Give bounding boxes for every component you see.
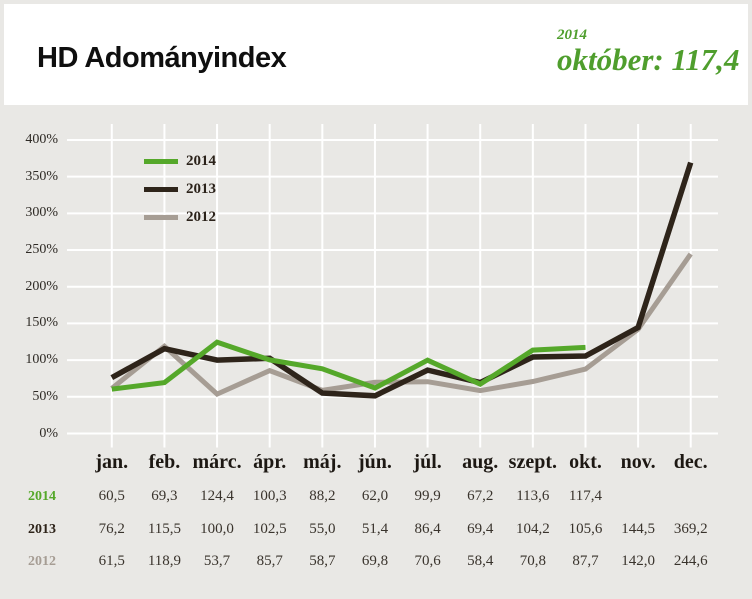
legend-label: 2014 <box>186 152 216 169</box>
table-cell-2014-aug.: 67,2 <box>467 488 494 504</box>
badge-current-value: október: 117,4 <box>557 42 740 77</box>
table-cell-2013-júl.: 86,4 <box>414 521 441 537</box>
table-cell-2013-nov.: 144,5 <box>621 521 655 537</box>
y-axis-tick-label: 400% <box>25 131 58 147</box>
month-label: feb. <box>148 451 181 473</box>
series-line-2014 <box>111 339 586 392</box>
y-axis-tick-label: 150% <box>25 315 58 331</box>
table-cell-2014-máj.: 88,2 <box>309 488 336 504</box>
month-label: okt. <box>569 451 602 473</box>
month-label: dec. <box>673 451 708 473</box>
table-cell-2012-dec.: 244,6 <box>673 553 708 569</box>
y-axis-tick-label: 300% <box>25 205 58 221</box>
month-label: ápr. <box>253 451 287 473</box>
month-label: nov. <box>620 451 656 473</box>
table-cell-2013-jún.: 51,4 <box>361 521 389 537</box>
legend-label: 2013 <box>186 180 216 197</box>
table-cell-2012-ápr.: 85,7 <box>256 553 283 569</box>
legend-swatch <box>144 214 178 220</box>
month-label: máj. <box>303 451 342 473</box>
y-axis-tick-label: 250% <box>25 242 58 258</box>
y-axis-tick-label: 50% <box>32 388 58 404</box>
table-cell-2012-aug.: 58,4 <box>467 553 494 569</box>
month-label: jún. <box>357 451 392 473</box>
table-cell-2013-márc.: 100,0 <box>200 521 234 537</box>
y-axis-tick-label: 0% <box>39 425 58 441</box>
table-cell-2012-jún.: 69,8 <box>361 553 389 569</box>
table-cell-2013-jan.: 76,2 <box>98 521 125 537</box>
table-row-label-2012: 2012 <box>28 554 56 569</box>
table-cell-2014-jan.: 60,5 <box>98 488 125 504</box>
header-panel: HD Adományindex 2014 október: 117,4 <box>4 4 748 105</box>
table-cell-2012-feb.: 118,9 <box>147 553 182 569</box>
table-cell-2012-okt.: 87,7 <box>572 553 599 569</box>
legend-item-2013: 2013 <box>144 175 216 203</box>
page-title: HD Adományindex <box>37 42 287 74</box>
table-cell-2014-okt.: 117,4 <box>568 488 603 504</box>
table-cell-2013-máj.: 55,0 <box>309 521 336 537</box>
table-cell-2012-szept.: 70,8 <box>519 553 546 569</box>
month-label: júl. <box>413 451 442 473</box>
series-line-2013 <box>110 161 694 399</box>
table-row-label-2014: 2014 <box>28 489 56 504</box>
y-axis-tick-label: 350% <box>25 168 58 184</box>
table-cell-2014-ápr.: 100,3 <box>252 488 287 504</box>
table-cell-2012-jan.: 61,5 <box>98 553 125 569</box>
table-cell-2012-márc.: 53,7 <box>203 553 231 569</box>
table-cell-2013-dec.: 369,2 <box>673 521 708 537</box>
table-cell-2013-feb.: 115,5 <box>147 521 182 537</box>
table-row-label-2013: 2013 <box>28 522 56 537</box>
table-cell-2012-máj.: 58,7 <box>309 553 336 569</box>
month-label: aug. <box>462 451 499 473</box>
legend-item-2014: 2014 <box>144 147 216 175</box>
table-cell-2013-ápr.: 102,5 <box>252 521 287 537</box>
table-cell-2014-szept.: 113,6 <box>516 488 550 504</box>
chart-legend: 2014 2013 2012 <box>144 147 216 231</box>
index-badge: 2014 október: 117,4 <box>557 27 740 77</box>
table-cell-2014-júl.: 99,9 <box>414 488 441 504</box>
table-cell-2014-feb.: 69,3 <box>151 488 178 504</box>
table-cell-2012-júl.: 70,6 <box>414 553 441 569</box>
legend-swatch <box>144 158 178 164</box>
legend-swatch <box>144 186 178 192</box>
table-cell-2013-aug.: 69,4 <box>467 521 494 537</box>
table-cell-2013-okt.: 105,6 <box>568 521 603 537</box>
table-cell-2013-szept.: 104,2 <box>515 521 550 537</box>
legend-item-2012: 2012 <box>144 203 216 231</box>
table-cell-2014-márc.: 124,4 <box>200 488 234 504</box>
badge-year: 2014 <box>557 27 587 43</box>
table-cell-2012-nov.: 142,0 <box>621 553 655 569</box>
y-axis-tick-label: 100% <box>25 352 58 368</box>
table-cell-2014-jún.: 62,0 <box>361 488 389 504</box>
y-axis-tick-label: 200% <box>25 278 58 294</box>
month-label: jan. <box>95 451 129 473</box>
legend-label: 2012 <box>186 208 216 225</box>
month-label: márc. <box>192 451 242 473</box>
month-label: szept. <box>508 451 557 473</box>
